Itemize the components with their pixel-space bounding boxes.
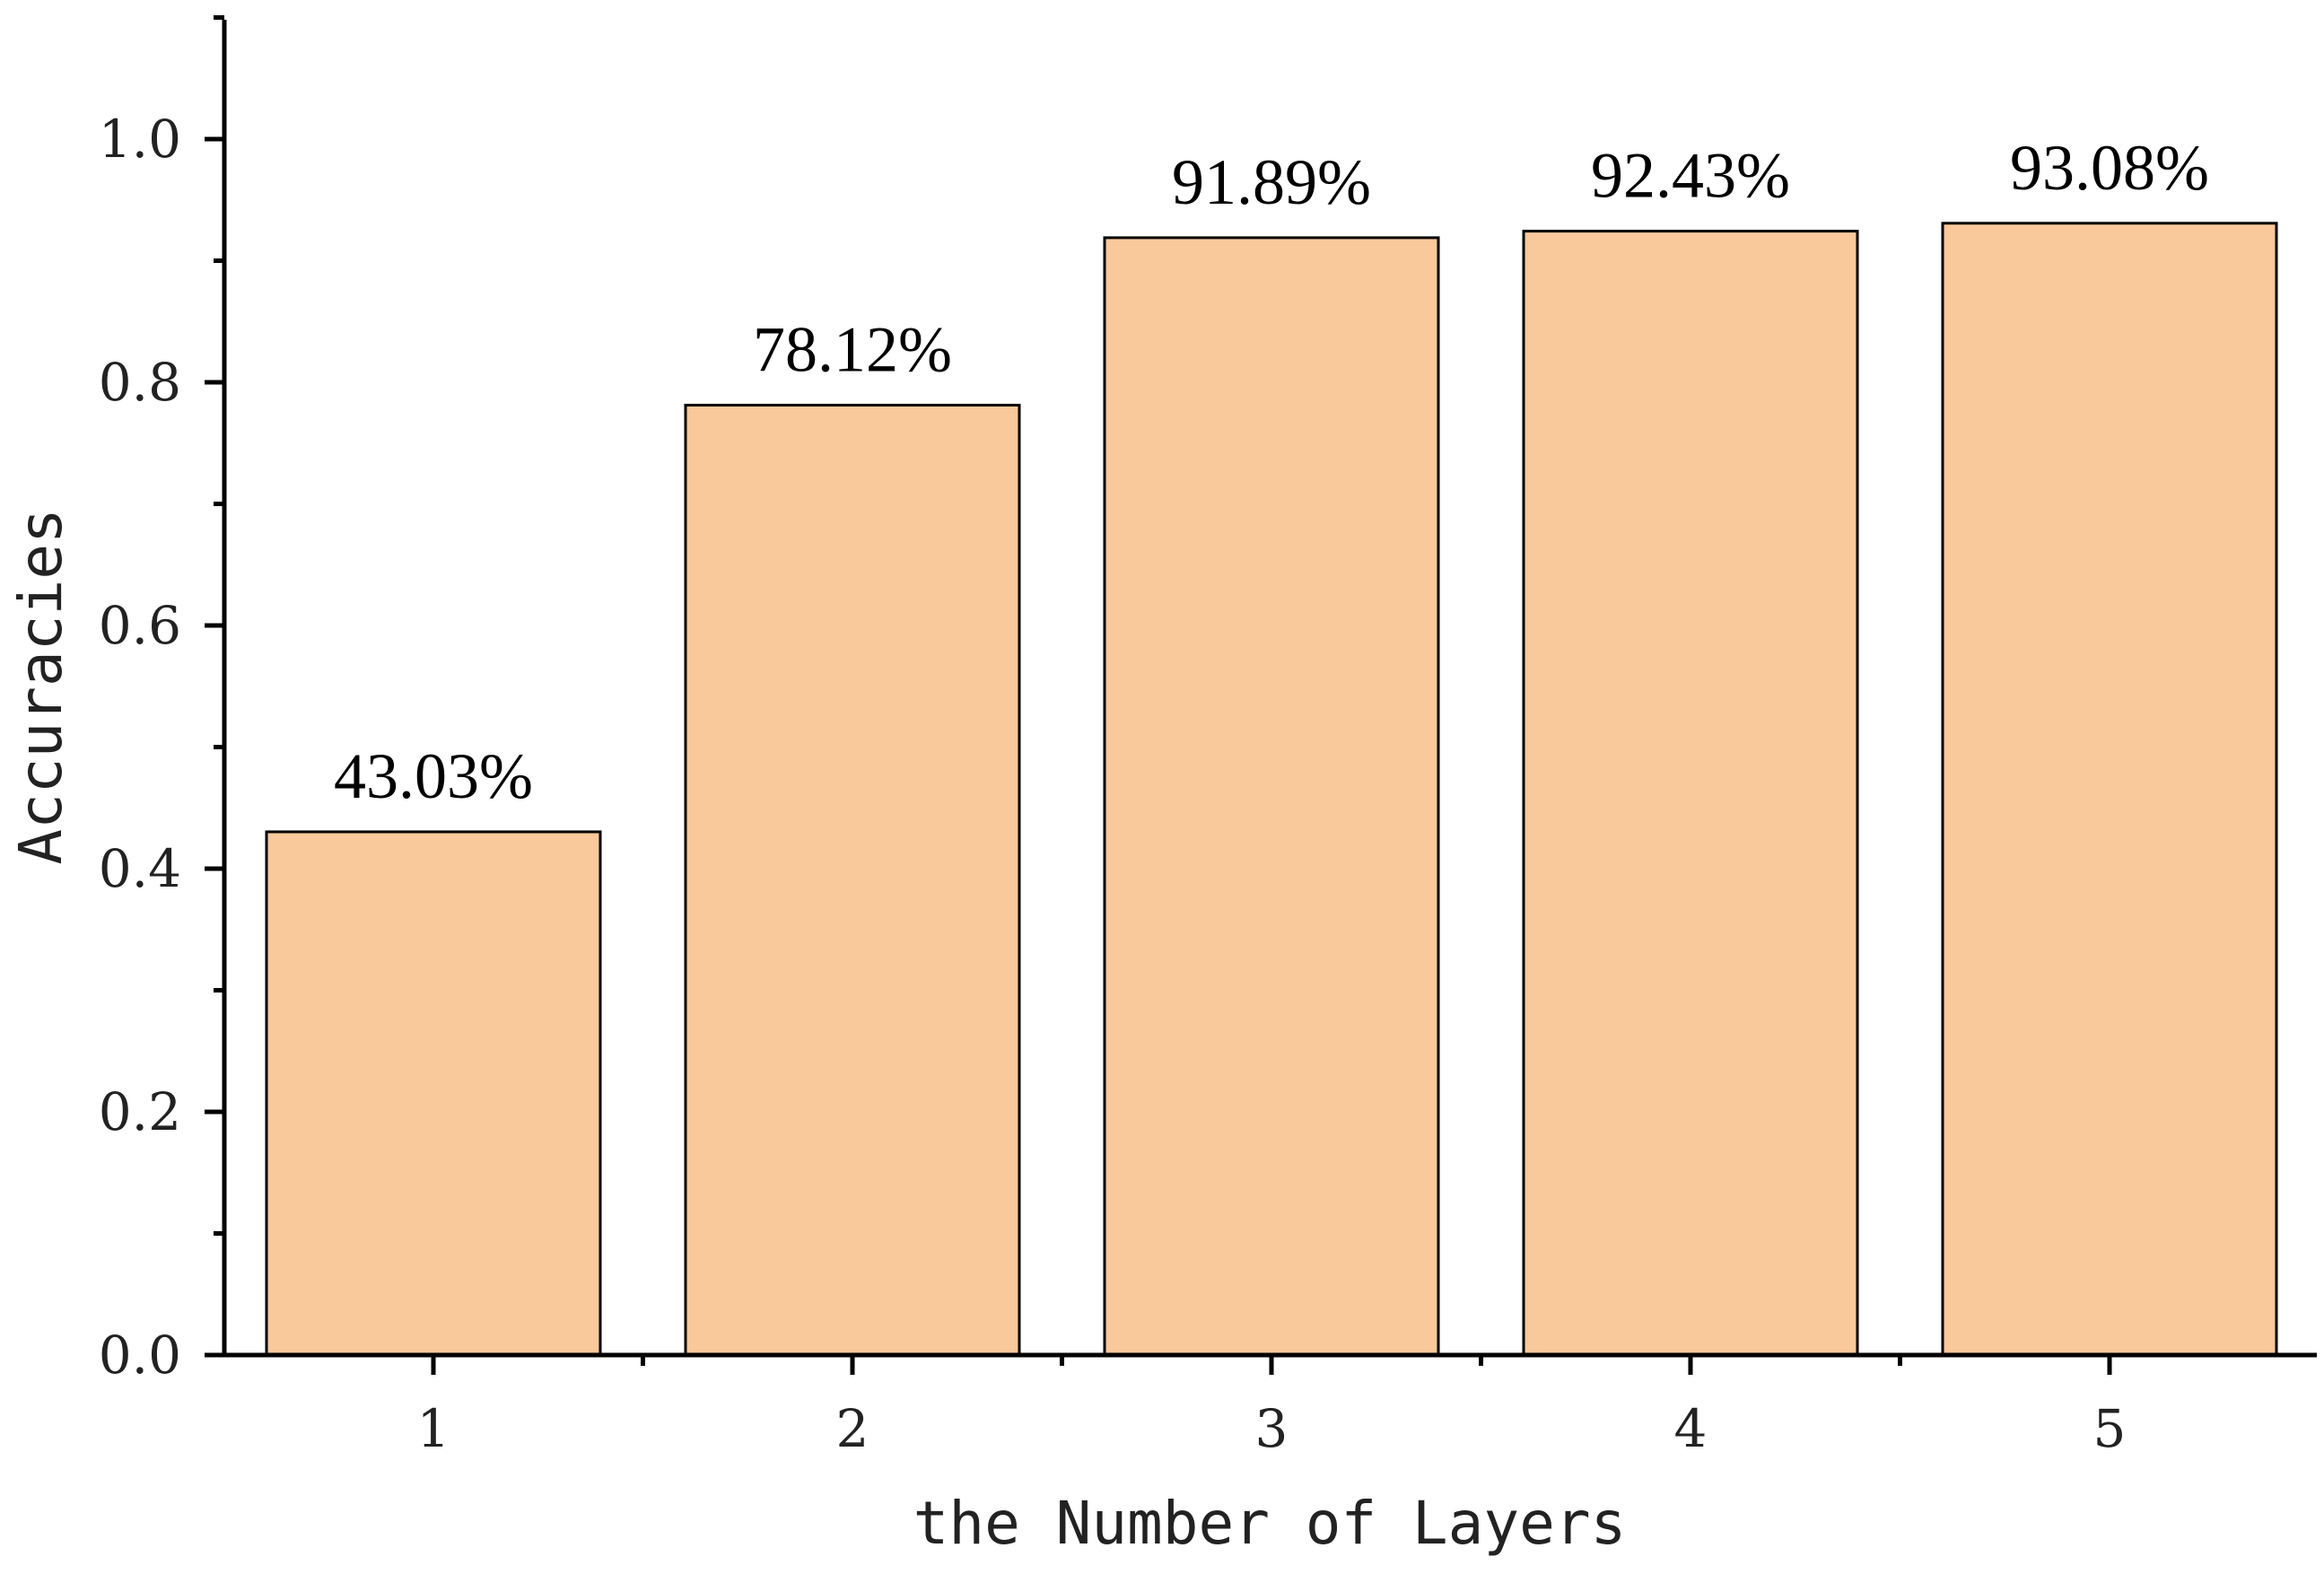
data-label-3: 91.89%: [1172, 146, 1371, 218]
y-tick-label-1.0: 1.0: [99, 109, 181, 170]
data-label-4: 92.43%: [1591, 140, 1790, 212]
data-label-5: 93.08%: [2010, 132, 2209, 204]
data-label-2: 78.12%: [753, 313, 952, 385]
bar-1: [265, 830, 602, 1357]
x-tick-label-2: 2: [836, 1398, 869, 1459]
x-tick-label-5: 5: [2093, 1398, 2127, 1459]
x-tick-label-3: 3: [1255, 1398, 1289, 1459]
bar-4: [1522, 230, 1859, 1357]
x-tick-label-4: 4: [1674, 1398, 1708, 1459]
bars-group: [265, 222, 2278, 1357]
y-tick-label-0.4: 0.4: [99, 838, 181, 899]
y-tick-label-0.2: 0.2: [99, 1081, 181, 1142]
bar-3: [1103, 236, 1440, 1357]
bar-5: [1941, 222, 2278, 1357]
x-ticks-group: 1 2 3 4 5: [417, 1355, 2127, 1459]
y-tick-label-0.6: 0.6: [99, 595, 181, 656]
y-axis-title: Accuracies: [6, 508, 75, 864]
bar-2: [684, 403, 1021, 1357]
y-ticks-group: 0.0 0.2 0.4 0.6 0.8 1.0: [99, 15, 224, 1386]
y-tick-label-0.0: 0.0: [99, 1325, 181, 1386]
data-labels-group: 43.03% 78.12% 91.89% 92.43% 93.08%: [334, 132, 2209, 812]
data-label-1: 43.03%: [334, 740, 533, 812]
y-tick-label-0.8: 0.8: [99, 352, 181, 413]
x-axis-title: the Number of Layers: [913, 1489, 1627, 1558]
x-tick-label-1: 1: [417, 1398, 450, 1459]
